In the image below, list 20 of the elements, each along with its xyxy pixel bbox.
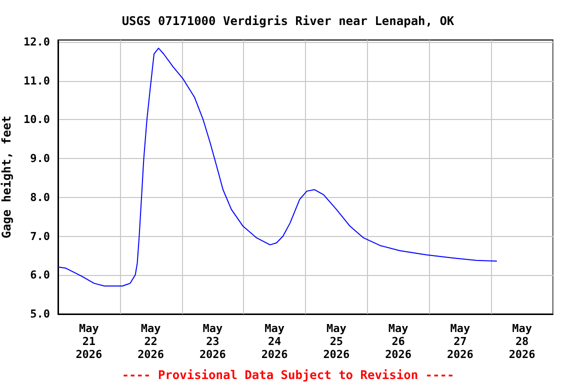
x-tick-label: May 22 2026 <box>138 322 164 361</box>
y-tick-label: 8.0 <box>30 190 50 204</box>
y-tick-label: 11.0 <box>24 74 50 88</box>
x-tick-label: May 26 2026 <box>385 322 412 361</box>
x-tick-label: May 23 2026 <box>199 322 226 361</box>
y-tick-label: 5.0 <box>30 308 50 320</box>
y-tick-label: 12.0 <box>24 35 50 48</box>
line-series <box>58 48 498 287</box>
y-tick-label: 10.0 <box>24 113 50 126</box>
y-tick-label: 6.0 <box>30 268 50 282</box>
x-tick-label: May 21 2026 <box>76 322 103 361</box>
x-tick-label: May 25 2026 <box>323 322 350 361</box>
chart-title: USGS 07171000 Verdigris River near Lenapah, OK <box>122 14 455 28</box>
x-tick-label: May 27 2026 <box>446 322 474 361</box>
x-tick-label: May 28 2026 <box>508 322 536 361</box>
y-axis-title: Gage height, feet <box>0 116 14 238</box>
text: ---- Provisional Data Subject to Revision ---- <box>122 368 454 382</box>
y-tick-label: 7.0 <box>30 230 50 243</box>
x-tick-label: May 24 2026 <box>261 322 288 361</box>
y-tick-label: 9.0 <box>30 152 50 166</box>
